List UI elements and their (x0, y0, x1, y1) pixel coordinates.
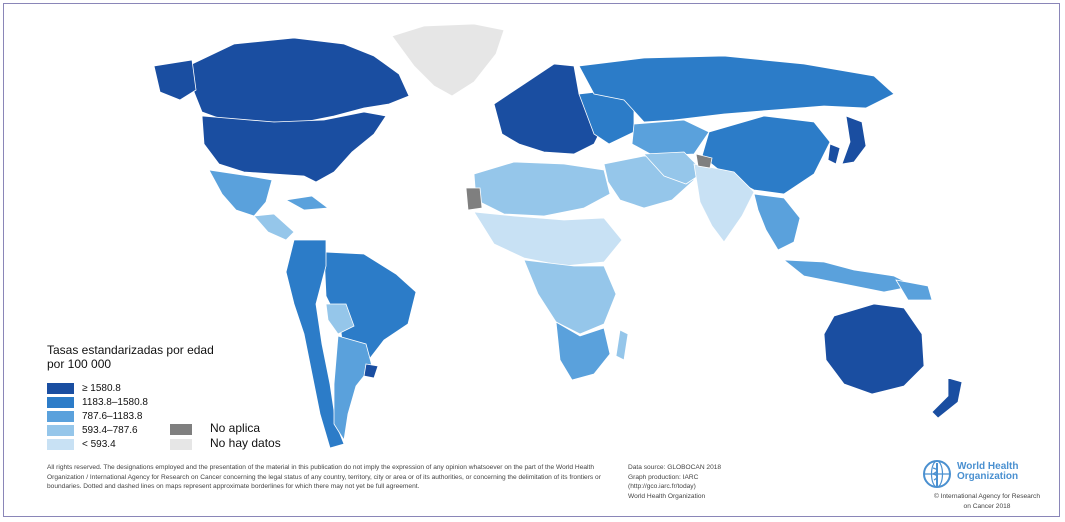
region-iran (643, 151, 705, 185)
region-australia (823, 303, 925, 395)
legend-swatch (47, 396, 74, 408)
copyright-text: © International Agency for Research on C… (933, 493, 1041, 510)
disclaimer-text: All rights reserved. The designations em… (47, 464, 601, 491)
source-line: Data source: GLOBOCAN 2018 (628, 464, 722, 471)
legend-swatch-no-data (170, 439, 192, 450)
region-bolivia (325, 303, 355, 335)
region-uruguay (363, 363, 379, 379)
legend-label-no-data: No hay datos (210, 436, 281, 450)
region-north-africa (473, 161, 611, 217)
region-argentina (333, 335, 373, 442)
region-western-sahara (465, 187, 483, 211)
region-mexico (208, 169, 273, 217)
region-southern-africa (555, 321, 611, 381)
legend-label: 1183.8–1580.8 (82, 396, 148, 408)
source-line: Graph production: IARC (628, 473, 699, 481)
region-india (693, 163, 755, 243)
region-canada (191, 37, 410, 123)
region-southeast-asia (753, 193, 801, 251)
region-korea (827, 143, 841, 165)
region-papua (895, 279, 933, 301)
region-caribbean (284, 195, 330, 211)
legend-item: ≥ 1580.8 (47, 381, 121, 395)
map-legend: Tasas estandarizadas por edad por 100 00… (47, 343, 377, 453)
legend-item: 787.6–1183.8 (47, 409, 142, 423)
legend-item: 593.4–787.6 (47, 423, 138, 437)
who-org-name-line: World Health (957, 461, 1019, 472)
legend-label: 787.6–1183.8 (82, 410, 143, 422)
legend-label: 593.4–787.6 (82, 424, 138, 436)
region-indonesia (782, 259, 916, 293)
map-frame: Tasas estandarizadas por edad por 100 00… (3, 3, 1060, 517)
region-central-asia (631, 119, 710, 157)
region-greenland (391, 23, 505, 97)
region-central-africa (523, 259, 617, 335)
region-alaska (153, 59, 197, 101)
region-central-america (253, 213, 295, 241)
legend-swatch (47, 382, 74, 394)
who-org-name-line: Organization (957, 471, 1019, 482)
region-andes (285, 239, 345, 449)
world-map (153, 23, 963, 449)
legend-swatch (47, 438, 74, 450)
region-south-asia-na (695, 153, 713, 169)
region-japan (841, 115, 867, 165)
region-madagascar (615, 329, 629, 361)
region-sahel (473, 211, 623, 267)
legend-swatch (47, 424, 74, 436)
source-line: World Health Organization (628, 492, 706, 500)
legend-title: Tasas estandarizadas por edad por 100 00… (47, 343, 214, 371)
legend-item: 1183.8–1580.8 (47, 395, 148, 409)
source-line: (http://gco.iarc.fr/today) (628, 483, 696, 491)
region-russia (578, 55, 895, 123)
legend-label-not-applicable: No aplica (210, 421, 261, 435)
data-source-block: Data source: GLOBOCAN 2018 Graph product… (628, 463, 758, 501)
who-org-name: World Health Organization (957, 462, 1018, 482)
legend-swatch (47, 410, 74, 422)
legend-label: ≥ 1580.8 (82, 382, 121, 394)
legend-label: < 593.4 (82, 438, 116, 450)
region-usa (201, 111, 387, 183)
legend-swatch-not-applicable (170, 424, 192, 435)
who-emblem-icon (923, 460, 951, 488)
region-new-zealand (931, 377, 963, 419)
legend-item: < 593.4 (47, 437, 116, 451)
